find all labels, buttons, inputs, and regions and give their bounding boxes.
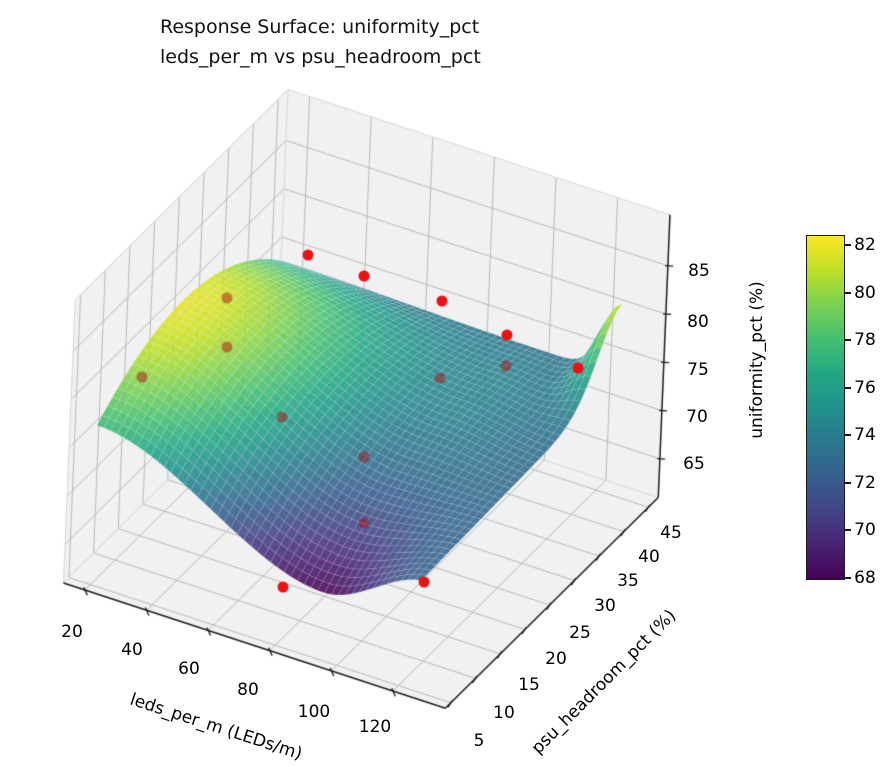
tick-label: 120 <box>358 717 392 737</box>
tick-label: 10 <box>493 703 515 723</box>
tick-label: 25 <box>569 623 591 643</box>
z-axis-label: uniformity_pct (%) <box>747 281 767 439</box>
tick-label: 15 <box>518 675 540 695</box>
colorbar-tick-label: 78 <box>854 330 876 350</box>
tick-label: 60 <box>178 659 200 679</box>
tick-label: 40 <box>638 547 660 567</box>
colorbar-tick-label: 68 <box>854 568 876 588</box>
colorbar-tick-mark <box>844 577 851 579</box>
colorbar-tick-label: 70 <box>854 520 876 540</box>
colorbar-tick-label: 82 <box>854 235 876 255</box>
tick-label: 45 <box>660 523 682 543</box>
tick-label: 80 <box>237 680 259 700</box>
colorbar-tick-label: 74 <box>854 425 876 445</box>
colorbar <box>806 235 845 580</box>
chart-title-line1: Response Surface: uniformity_pct <box>160 16 480 38</box>
tick-label: 30 <box>594 596 616 616</box>
tick-label: 100 <box>297 702 331 722</box>
chart-title: Response Surface: uniformity_pct leds_pe… <box>160 12 481 72</box>
tick-label: 5 <box>473 731 485 751</box>
chart-title-line2: leds_per_m vs psu_headroom_pct <box>160 46 481 68</box>
tick-label: 20 <box>545 649 567 669</box>
colorbar-tick-label: 72 <box>854 473 876 493</box>
colorbar-tick-mark <box>844 434 851 436</box>
tick-label: 70 <box>686 407 708 427</box>
tick-label: 20 <box>61 622 83 642</box>
colorbar-tick-label: 76 <box>854 378 876 398</box>
colorbar-tick-mark <box>844 482 851 484</box>
colorbar-tick-mark <box>844 244 851 246</box>
tick-label: 80 <box>687 312 709 332</box>
tick-label: 85 <box>688 261 710 281</box>
tick-label: 75 <box>687 360 709 380</box>
colorbar-tick-mark <box>844 339 851 341</box>
colorbar-tick-label: 80 <box>854 283 876 303</box>
colorbar-tick-mark <box>844 529 851 531</box>
tick-label: 40 <box>121 640 143 660</box>
tick-label: 65 <box>683 454 705 474</box>
colorbar-tick-mark <box>844 292 851 294</box>
tick-label: 35 <box>617 571 639 591</box>
colorbar-tick-mark <box>844 387 851 389</box>
